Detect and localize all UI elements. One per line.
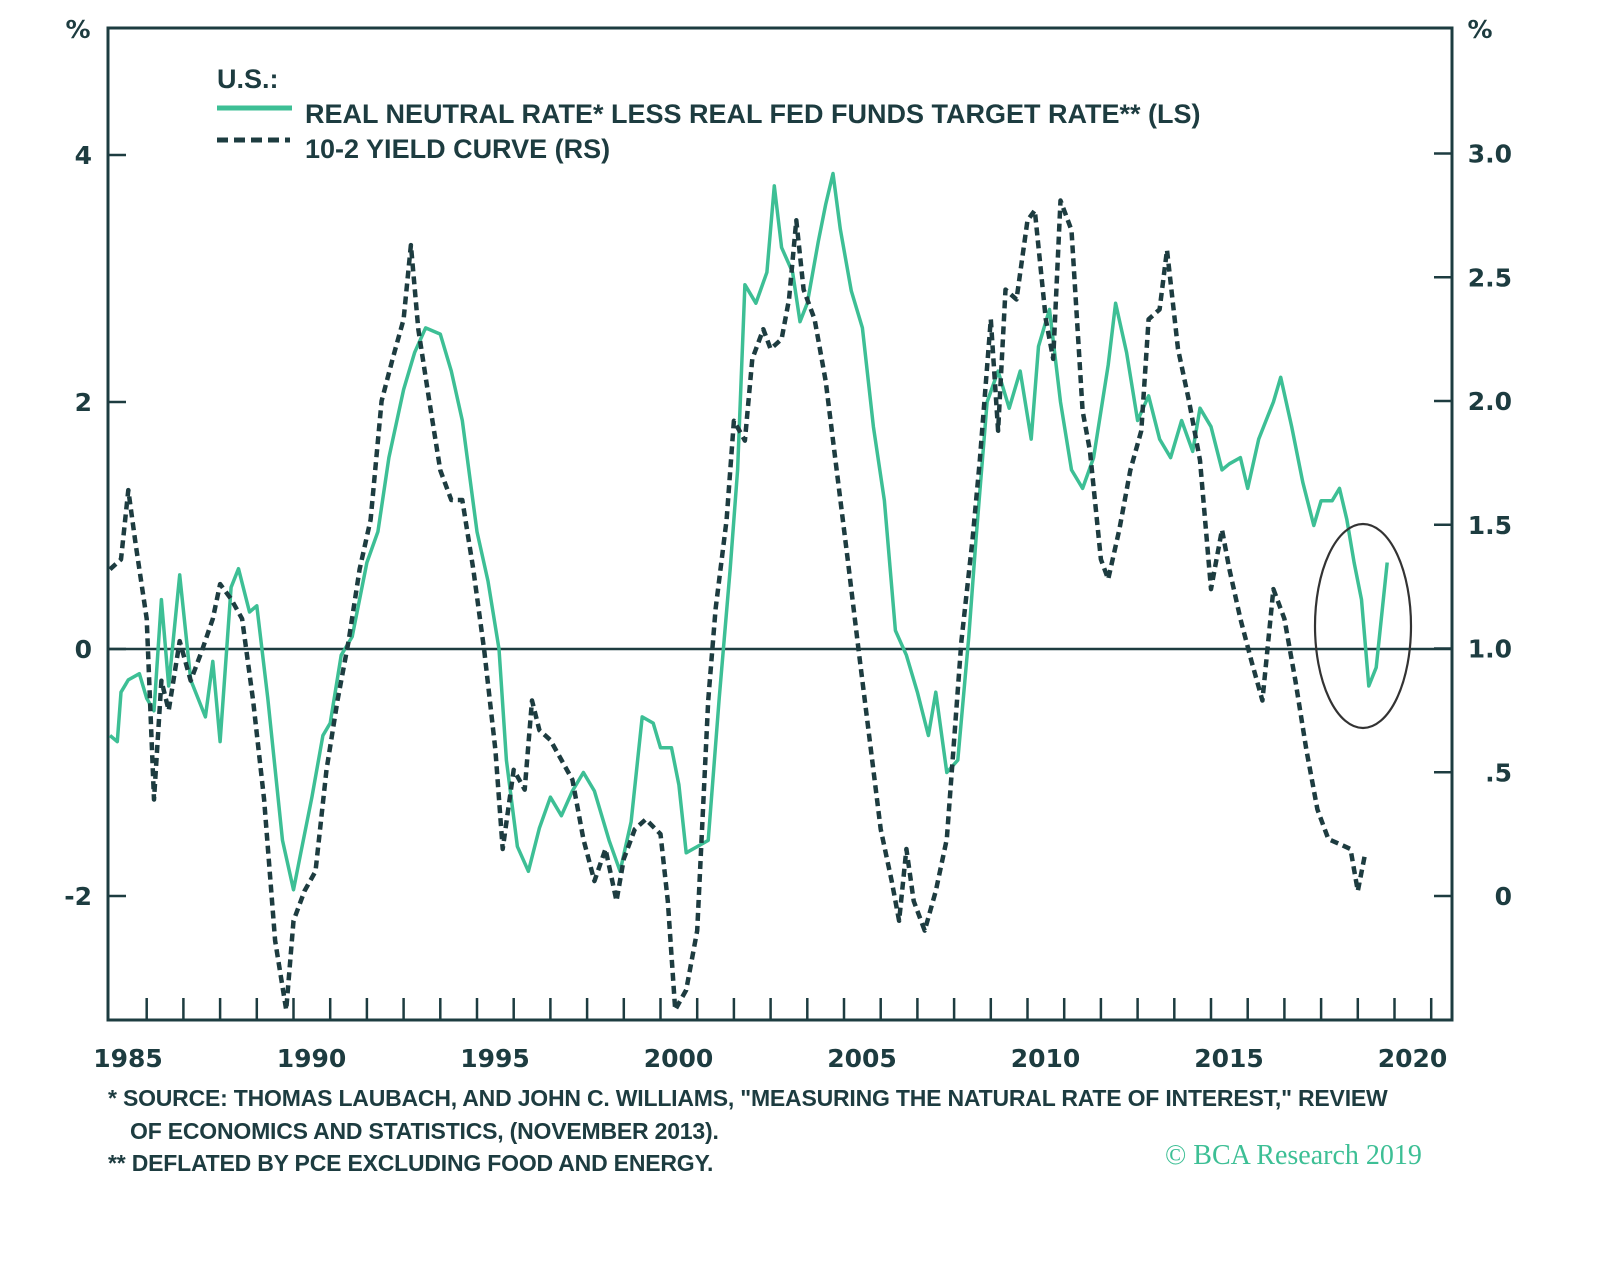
x-tick-label: 1985 [93, 1044, 163, 1073]
left-tick-label: 2 [75, 388, 92, 417]
left-axis-unit: % [65, 15, 90, 44]
copyright: © BCA Research 2019 [1165, 1140, 1422, 1171]
series-line-real-neutral-rate-gap [108, 171, 1389, 892]
right-tick-label: 1.0 [1468, 635, 1512, 664]
right-tick-label: 2.0 [1468, 387, 1512, 416]
footnote-source: * SOURCE: THOMAS LAUBACH, AND JOHN C. WI… [108, 1085, 1388, 1111]
left-tick-label: -2 [64, 882, 92, 911]
right-tick-label: .5 [1485, 758, 1512, 787]
x-tick-label: 2015 [1194, 1044, 1264, 1073]
x-tick-label: 2020 [1378, 1044, 1448, 1073]
right-axis-unit: % [1467, 15, 1492, 44]
right-tick-label: 3.0 [1468, 140, 1512, 169]
highlight-ellipse [1313, 522, 1413, 730]
footnote-deflated: ** DEFLATED BY PCE EXCLUDING FOOD AND EN… [108, 1150, 714, 1176]
legend-label-ls: REAL NEUTRAL RATE* LESS REAL FED FUNDS T… [305, 99, 1201, 129]
x-tick-label: 1990 [277, 1044, 347, 1073]
x-axis: 1985 1990 1995 2000 2005 2010 2015 2020 [93, 998, 1447, 1073]
left-axis: 4 2 0 -2 [64, 141, 126, 911]
x-tick-label: 2010 [1011, 1044, 1081, 1073]
plot-frame [106, 26, 1454, 1022]
footnote-source-cont: OF ECONOMICS AND STATISTICS, (NOVEMBER 2… [130, 1118, 719, 1144]
series-group [108, 171, 1389, 1013]
right-axis: 3.0 2.5 2.0 1.5 1.0 .5 0 [1434, 140, 1512, 911]
series-line-yield-curve [108, 198, 1368, 1013]
right-tick-label: 1.5 [1468, 511, 1512, 540]
x-tick-label: 2000 [644, 1044, 714, 1073]
left-tick-label: 4 [75, 141, 92, 170]
left-tick-label: 0 [75, 635, 92, 664]
x-tick-label: 1995 [460, 1044, 530, 1073]
legend-title: U.S.: [217, 64, 279, 94]
legend-label-rs: 10-2 YIELD CURVE (RS) [305, 134, 610, 164]
right-tick-label: 2.5 [1468, 263, 1512, 292]
x-tick-label: 2005 [827, 1044, 897, 1073]
right-tick-label: 0 [1495, 882, 1512, 911]
legend: U.S.: REAL NEUTRAL RATE* LESS REAL FED F… [217, 64, 1201, 164]
